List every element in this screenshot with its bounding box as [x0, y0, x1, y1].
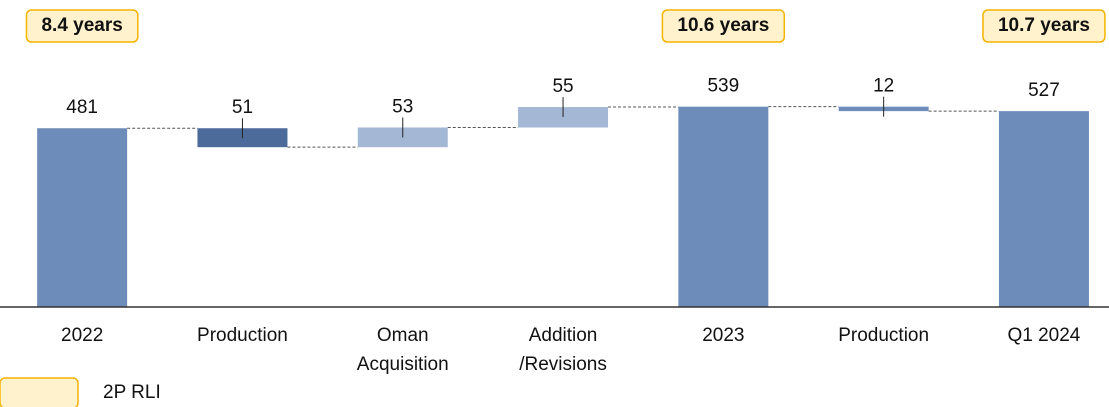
x-tick-label-line: Acquisition	[357, 354, 449, 375]
value-label: 55	[552, 76, 573, 97]
x-tick-label: 2023	[702, 325, 744, 346]
annotation: 8.4 years	[25, 9, 139, 43]
x-tick-label: Oman Acquisition	[357, 325, 449, 375]
x-tick-label: Addition/Revisions	[519, 325, 607, 375]
bar	[998, 111, 1089, 307]
annotation-text: 8.4 years	[41, 15, 122, 36]
bar	[678, 106, 769, 308]
annotation-box	[982, 9, 1106, 43]
value-label: 51	[232, 97, 253, 118]
value-label: 481	[66, 97, 98, 118]
annotation: 10.7 years	[982, 9, 1106, 43]
x-tick-label: Production	[838, 325, 929, 346]
bar	[518, 107, 609, 128]
annotation: 10.6 years	[661, 9, 786, 43]
x-tick-label: Q1 2024	[1007, 325, 1080, 346]
value-label: 12	[873, 76, 894, 97]
annotation-text: 10.7 years	[998, 15, 1090, 36]
x-tick-label-line: Oman	[377, 325, 429, 346]
bar	[37, 128, 128, 307]
annotation-text: 10.6 years	[677, 15, 769, 36]
legend-swatch	[0, 377, 79, 407]
value-label: 527	[1028, 80, 1060, 101]
annotation-box	[25, 9, 139, 43]
x-tick-label-line: /Revisions	[519, 354, 607, 375]
x-tick-label: Production	[197, 325, 288, 346]
value-label: 539	[707, 76, 739, 97]
value-label: 53	[392, 97, 413, 118]
legend-label: 2P RLI	[103, 382, 161, 403]
annotation-box	[661, 9, 786, 43]
x-tick-label: 2022	[61, 325, 103, 346]
x-tick-label-line: Addition	[529, 325, 598, 346]
